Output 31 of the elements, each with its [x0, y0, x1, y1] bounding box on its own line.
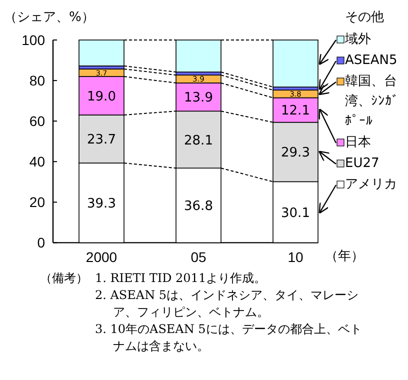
series-name2: 日本 [345, 134, 372, 152]
ytick2: 40 [29, 154, 45, 170]
data-label: 39.3 [87, 196, 116, 212]
ytick3: 60 [29, 113, 45, 130]
series-name3: 韓国、台湾、ｼﾝｶﾞﾎﾟｰﾙ [345, 73, 400, 131]
data-label: 36.8 [184, 199, 213, 214]
ylabel: （シェア、%） [4, 10, 94, 26]
x-tick-label: 10 [288, 249, 304, 265]
data-label: 13.9 [184, 90, 213, 106]
ytick0: 0 [37, 234, 45, 251]
series-name6: その他 [345, 9, 385, 27]
xlabel: （年） [325, 249, 364, 265]
x-tick-label: 05 [190, 249, 206, 265]
ytick5: 100 [22, 32, 45, 48]
series-name4: ASEAN5 [345, 52, 398, 70]
ytick4: 80 [29, 72, 45, 89]
ytick1: 20 [29, 194, 45, 210]
series-name5: 域外 [345, 31, 372, 49]
data-label: 29.3 [281, 146, 310, 161]
data-label: 19.0 [87, 89, 116, 104]
data-label: 23.7 [87, 132, 116, 148]
data-label: 28.1 [184, 133, 213, 148]
note3: 3. 10年のASEAN 5には、データの都合上、ベトナムは含まない。 [95, 321, 363, 355]
note1: 1. RIETI TID 2011より作成。 [95, 270, 268, 287]
x-tick-label: 2000 [86, 249, 118, 265]
note2: 2. ASEAN 5は、インドネシア、タイ、マレーシア、フィリピン、ベトナム。 [95, 287, 360, 321]
series-name0: アメリカ [345, 176, 398, 194]
data-label: 30.1 [281, 206, 310, 221]
note0: （備考） [40, 270, 88, 287]
data-label: 12.1 [281, 104, 310, 119]
series-name1: EU27 [345, 155, 380, 173]
